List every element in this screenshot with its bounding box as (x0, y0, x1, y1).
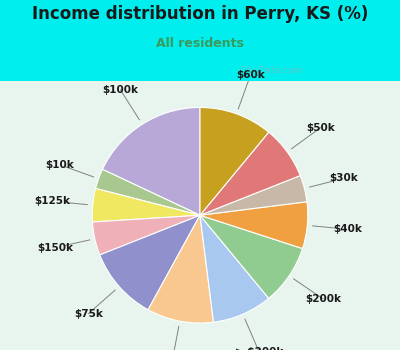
Text: City-Data.com: City-Data.com (238, 66, 302, 76)
Wedge shape (200, 176, 307, 215)
Text: $60k: $60k (236, 70, 265, 80)
Wedge shape (100, 215, 200, 310)
Text: $125k: $125k (34, 196, 70, 206)
Text: $10k: $10k (46, 160, 74, 170)
Wedge shape (200, 132, 300, 215)
Wedge shape (92, 188, 200, 222)
Text: $30k: $30k (330, 173, 358, 183)
Wedge shape (102, 107, 200, 215)
Wedge shape (148, 215, 214, 323)
Text: > $200k: > $200k (235, 347, 283, 350)
Wedge shape (200, 215, 302, 298)
Text: $100k: $100k (102, 85, 138, 95)
Wedge shape (200, 107, 269, 215)
Wedge shape (200, 215, 269, 322)
Text: Income distribution in Perry, KS (%): Income distribution in Perry, KS (%) (32, 5, 368, 23)
Wedge shape (200, 202, 308, 248)
Text: $50k: $50k (306, 123, 335, 133)
Wedge shape (96, 169, 200, 215)
Text: $150k: $150k (37, 243, 73, 253)
Text: All residents: All residents (156, 37, 244, 50)
Text: $75k: $75k (74, 309, 103, 318)
Text: $40k: $40k (334, 224, 362, 234)
Text: $200k: $200k (305, 294, 341, 304)
Wedge shape (92, 215, 200, 255)
